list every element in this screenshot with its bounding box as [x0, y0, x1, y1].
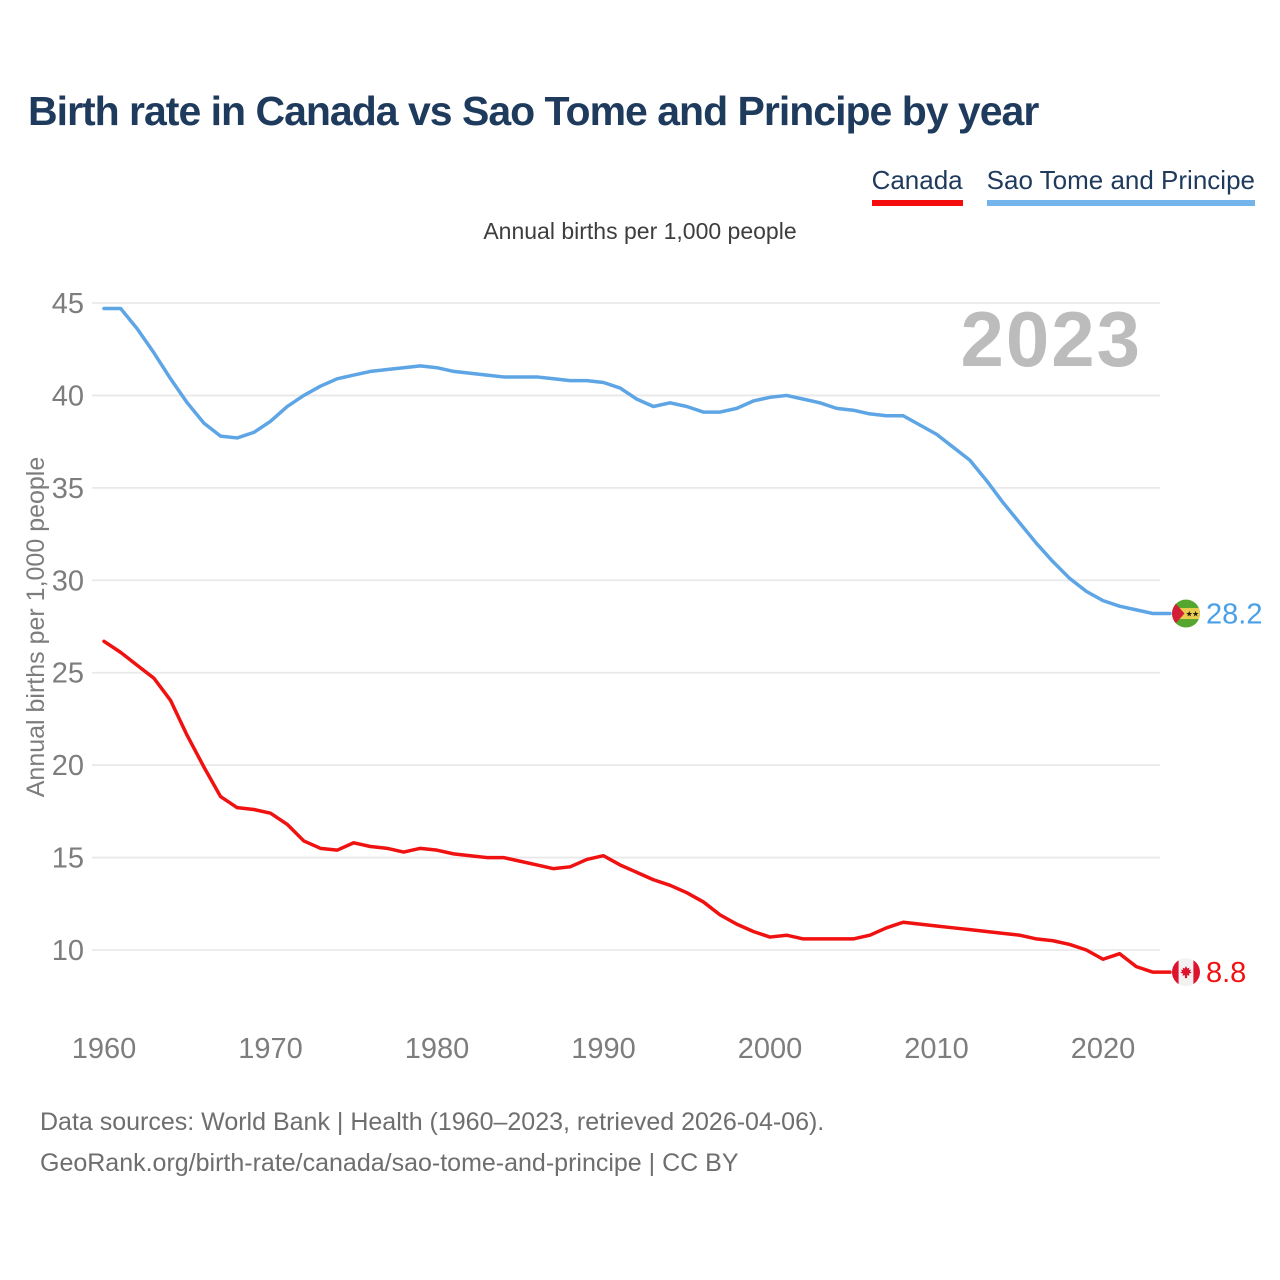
legend-item-canada-label: Canada: [871, 165, 963, 195]
watermark-year: 2023: [960, 295, 1142, 383]
y-tick-label-45: 45: [52, 288, 84, 320]
legend: Canada Sao Tome and Principe: [871, 165, 1255, 206]
legend-item-sao-tome-and-principe[interactable]: Sao Tome and Principe: [986, 165, 1255, 206]
legend-item-sao-tome-and-principe-label: Sao Tome and Principe: [986, 165, 1255, 195]
y-tick-label-25: 25: [52, 658, 84, 690]
sao-tome-and-principe-flag-icon: ★ ★: [1172, 599, 1200, 628]
canada-flag-icon: [1172, 958, 1200, 987]
x-tick-label-2010: 2010: [904, 1033, 969, 1065]
footer: Data sources: World Bank | Health (1960–…: [40, 1102, 824, 1184]
end-value-label-sao-tome-and-principe: 28.2: [1206, 599, 1262, 631]
series-line-sao-tome-and-principe: [102, 306, 1172, 616]
y-tick-label-30: 30: [52, 565, 84, 597]
y-axis-title: Annual births per 1,000 people: [22, 457, 50, 798]
y-tick-label-10: 10: [52, 935, 84, 967]
chart-subtitle: Annual births per 1,000 people: [483, 218, 797, 244]
x-tick-label-1980: 1980: [405, 1033, 470, 1065]
legend-item-canada[interactable]: Canada: [871, 165, 963, 206]
page-title: Birth rate in Canada vs Sao Tome and Pri…: [28, 88, 1039, 134]
y-tick-label-15: 15: [52, 843, 84, 875]
y-tick-label-35: 35: [52, 473, 84, 505]
series-line-canada: [102, 639, 1172, 974]
end-value-label-canada: 8.8: [1206, 957, 1246, 989]
y-tick-label-40: 40: [52, 380, 84, 412]
x-tick-label-1960: 1960: [72, 1033, 137, 1065]
y-tick-label-20: 20: [52, 750, 84, 782]
x-tick-label-1990: 1990: [571, 1033, 636, 1065]
svg-text:★: ★: [1186, 609, 1193, 618]
x-tick-label-2000: 2000: [738, 1033, 803, 1065]
footer-data-sources: Data sources: World Bank | Health (1960–…: [40, 1108, 825, 1136]
footer-attribution: GeoRank.org/birth-rate/canada/sao-tome-a…: [40, 1149, 739, 1177]
x-tick-label-1970: 1970: [238, 1033, 303, 1065]
svg-text:★: ★: [1192, 609, 1199, 618]
x-tick-label-2020: 2020: [1071, 1033, 1136, 1065]
